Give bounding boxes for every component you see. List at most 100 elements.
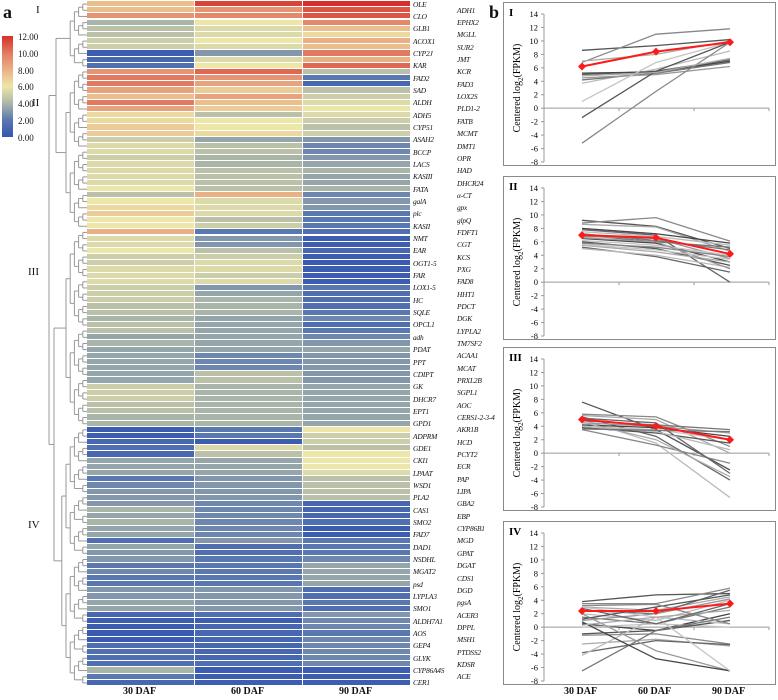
heatmap-cell [195,229,303,236]
gene-label: KASII [413,221,431,231]
heatmap-cell [195,266,303,273]
heatmap-cell [303,204,411,211]
y-tick-label: 4 [534,595,539,605]
heatmap-x-label-30daf: 30 DAF [123,686,157,697]
heatmap-cell [303,87,411,94]
mean-point-marker [652,422,660,431]
gene-label: FAD3 [457,79,474,89]
heatmap-cell [303,309,411,316]
gene-label: PLA2 [413,493,430,503]
heatmap-cell [303,377,411,384]
heatmap-cell [87,599,195,606]
y-axis-label: Centered log2(FPKM) [512,218,525,307]
heatmap-cell [87,365,195,372]
heatmap-cell [195,161,303,168]
gene-label: LPAAT [413,468,433,478]
heatmap-cell [195,149,303,156]
heatmap-cell [87,278,195,285]
heatmap-cell [87,173,195,180]
heatmap-cell [87,7,195,14]
heatmap-cell [303,507,411,514]
gene-expression-line [581,425,731,451]
heatmap-cell [195,136,303,143]
heatmap-cell [195,642,303,649]
heatmap-cell [87,630,195,637]
heatmap-cell [87,204,195,211]
heatmap-cell [195,568,303,575]
y-tick-label: 4 [534,76,539,86]
heatmap-cell [303,229,411,236]
heatmap-cell [87,537,195,545]
heatmap-cell [303,513,411,520]
heatmap-cell [87,593,195,600]
gene-expression-line [581,239,731,256]
y-tick-label: -4 [531,130,539,140]
gene-label: LACS [413,160,430,170]
gene-label: MCAT [457,363,476,373]
gene-label: AOC [457,400,472,410]
mean-point-marker [578,415,586,424]
heatmap-cell [87,420,195,427]
y-tick-label: -8 [531,676,538,684]
heatmap-cell [195,395,303,403]
heatmap-cell [195,235,303,242]
y-tick-label: 14 [530,183,539,193]
heatmap-cell [195,377,303,384]
heatmap-cell [195,445,303,452]
heatmap-cell [303,408,411,415]
heatmap-cell [303,525,411,532]
heatmap-cell [195,352,303,359]
heatmap-cell [87,476,195,483]
heatmap-cell [195,562,303,569]
y-tick-label: 2 [534,90,538,100]
heatmap-cell [87,198,195,205]
heatmap-cell [87,19,195,26]
gene-label: PLD1-2 [457,104,480,114]
gene-expression-line [581,57,731,77]
heatmap-cell [195,167,303,174]
color-scale-tick: 10.00 [18,48,39,59]
heatmap-cell [303,179,411,187]
heatmap-cell [195,624,303,631]
gene-label: GEP4 [413,641,431,651]
heatmap-cell [195,13,303,20]
line-chart: IV 14 12 10 8 6 4 2 0 -2 -4 -6 -8 Centered log2(FPKM) [509,526,770,686]
cluster-label-I: I [36,4,40,16]
gene-label: AKR1B [457,425,479,435]
heatmap-cell [195,513,303,520]
heatmap-cell [87,340,195,347]
y-tick-label: -4 [531,304,539,314]
gene-label: LYPLA3 [413,592,437,602]
heatmap-cell [87,38,195,45]
gene-label: CKI1 [413,456,429,466]
gene-label: OLE [413,0,427,9]
gene-label: ACOX1 [413,36,435,46]
heatmap-cell [303,537,411,545]
heatmap-cell [303,605,411,612]
heatmap-cell [303,463,411,470]
heatmap-cell [195,463,303,470]
heatmap-cell [195,278,303,285]
cluster-panel-II: II 14 12 10 8 6 4 2 0 -2 -4 -6 -8 Centered log2(FPKM) [503,176,776,341]
gene-label: HCD [457,437,473,447]
gene-label: KDSR [457,659,475,669]
gene-label: FATA [413,184,429,194]
heatmap-cell [195,192,303,199]
heatmap-cell [87,1,195,8]
gene-label: CYP51 [413,123,433,132]
gene-label: PDCT [457,301,476,311]
gene-expression-line [581,416,731,481]
gene-label: FAD7 [413,530,430,540]
gene-label: KCR [457,67,471,77]
cluster-panel-III: III 14 12 10 8 6 4 2 0 -2 -4 -6 -8 Centered log2(FPKM… [503,347,776,512]
heatmap-cell [87,229,195,236]
heatmap-cell [303,395,411,403]
heatmap-cell [87,260,195,267]
heatmap-cell [87,661,195,668]
mean-point-marker [652,607,660,616]
gene-expression-line [581,594,731,620]
heatmap-cell [195,587,303,594]
gene-label: KASIII [413,172,433,182]
heatmap-cell [195,358,303,366]
heatmap-cell [87,179,195,187]
